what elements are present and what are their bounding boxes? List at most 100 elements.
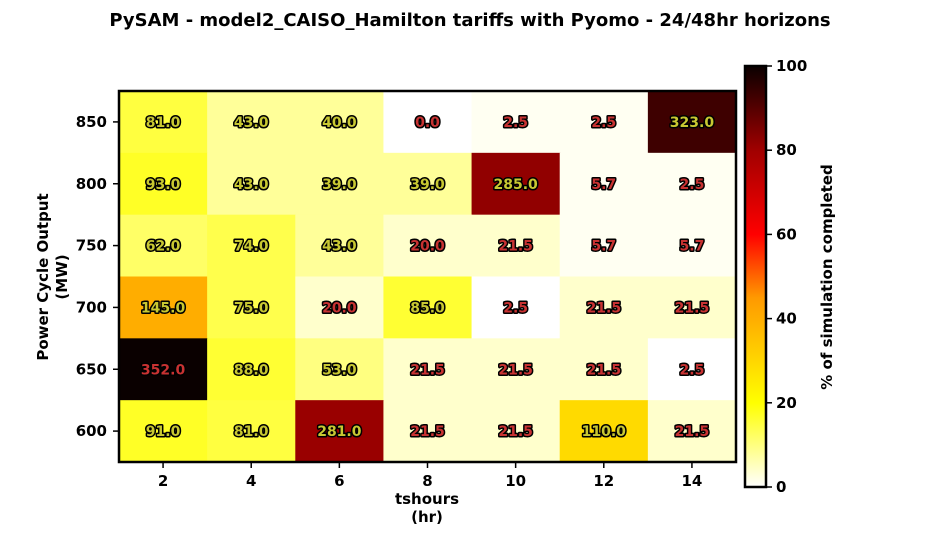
heatmap-cell-label: 39.0 <box>322 177 357 193</box>
heatmap-cell-label: 2.5 <box>591 115 616 131</box>
heatmap-cell <box>647 276 737 339</box>
heatmap-cell-label: 2.5 <box>680 177 705 193</box>
heatmap-cell <box>647 400 737 463</box>
heatmap-cell <box>207 152 296 216</box>
heatmap-cell-label: 2.5 <box>503 115 528 131</box>
heatmap-cell-label: 2.5 <box>680 362 705 378</box>
heatmap-cell-label: 62.0 <box>146 239 181 255</box>
heatmap-cell <box>383 338 473 401</box>
colorbar-tick-label: 20 <box>776 394 797 412</box>
heatmap-cell-label: 285.0 <box>493 177 538 193</box>
heatmap-cell-label: 85.0 <box>410 300 445 316</box>
colorbar-label: % of simulation completed <box>818 164 836 389</box>
heatmap-cell-label: 2.5 <box>503 300 528 316</box>
heatmap-cell-label: 352.0 <box>141 362 186 378</box>
heatmap-cell <box>383 91 473 154</box>
heatmap-cell <box>295 338 385 401</box>
colorbar-tick-label: 40 <box>776 310 797 328</box>
heatmap-cell-label: 53.0 <box>322 362 357 378</box>
heatmap-cell <box>471 400 561 463</box>
y-tick-label: 750 <box>76 237 107 255</box>
y-tick-label: 800 <box>76 175 107 193</box>
colorbar-ticks: 0 20 40 60 80 100 <box>766 57 807 496</box>
heatmap-cell-label: 21.5 <box>410 424 445 440</box>
heatmap-cell <box>647 338 737 401</box>
y-tick-label: 850 <box>76 113 107 131</box>
heatmap-cell <box>207 276 296 339</box>
heatmap-cell <box>119 91 208 154</box>
heatmap-cell <box>559 276 649 339</box>
heatmap-cell-label: 21.5 <box>587 362 622 378</box>
heatmap-cell <box>383 214 473 278</box>
heatmap-cell <box>383 400 473 463</box>
heatmap-cell-label: 93.0 <box>146 177 181 193</box>
colorbar-tick-label: 60 <box>776 225 797 243</box>
heatmap-cell <box>383 276 473 339</box>
heatmap-cell <box>207 214 296 278</box>
heatmap-cell-label: 281.0 <box>317 424 362 440</box>
heatmap-cell-label: 21.5 <box>498 424 533 440</box>
y-tick-label: 600 <box>76 422 107 440</box>
heatmap-cell-label: 81.0 <box>146 115 181 131</box>
x-tick-label: 6 <box>334 472 344 490</box>
colorbar-tick-label: 0 <box>776 478 786 496</box>
heatmap-cell-label: 88.0 <box>234 362 269 378</box>
heatmap-cell-label: 43.0 <box>322 239 357 255</box>
heatmap-cell-label: 39.0 <box>410 177 445 193</box>
y-axis-ticks: 850 800 750 700 650 600 <box>76 113 119 440</box>
x-tick-label: 10 <box>505 472 526 490</box>
chart-title: PySAM - model2_CAISO_Hamilton tariffs wi… <box>109 10 830 31</box>
heatmap-cell <box>471 276 561 339</box>
heatmap-cell-label: 81.0 <box>234 424 269 440</box>
heatmap-cell <box>119 338 208 401</box>
heatmap-cell <box>559 338 649 401</box>
heatmap-cell <box>119 214 208 278</box>
heatmap-cell <box>383 152 473 216</box>
heatmap-cell <box>207 400 296 463</box>
colorbar <box>743 64 768 489</box>
y-tick-label: 700 <box>76 298 107 316</box>
heatmap-cell <box>559 400 649 463</box>
heatmap-cell-label: 91.0 <box>146 424 181 440</box>
heatmap-cell <box>647 152 737 216</box>
colorbar-tick-label: 100 <box>776 57 807 75</box>
y-axis-label: Power Cycle Output <box>34 193 52 360</box>
x-axis-ticks: 2 4 6 8 10 12 14 <box>158 462 702 490</box>
heatmap-cell <box>471 214 561 278</box>
heatmap-cell-label: 43.0 <box>234 115 269 131</box>
heatmap-cell <box>119 276 208 339</box>
heatmap-cell-label: 5.7 <box>680 239 705 255</box>
x-tick-label: 2 <box>158 472 168 490</box>
y-tick-label: 650 <box>76 360 107 378</box>
heatmap-cell <box>559 91 649 154</box>
heatmap-cell <box>119 152 208 216</box>
heatmap-cell-label: 21.5 <box>498 362 533 378</box>
heatmap-cell <box>119 400 208 463</box>
heatmap-cell-label: 21.5 <box>675 424 710 440</box>
heatmap-cell-labels: 81.0 43.0 40.0 0.0 2.5 2.5 323.0 93.0 43.0 39.0 39… <box>139 113 715 441</box>
heatmap-cell-label: 40.0 <box>322 115 357 131</box>
heatmap-cell <box>295 91 385 154</box>
heatmap-cell <box>471 91 561 154</box>
y-axis-unit: (MW) <box>53 254 71 299</box>
heatmap-cell-label: 21.5 <box>498 239 533 255</box>
heatmap-cell-label: 20.0 <box>322 300 357 316</box>
heatmap-cell-label: 20.0 <box>410 239 445 255</box>
heatmap-cell-label: 43.0 <box>234 177 269 193</box>
heatmap-cell-label: 5.7 <box>591 177 616 193</box>
heatmap-cell <box>647 91 737 154</box>
x-tick-label: 4 <box>246 472 256 490</box>
heatmap-cell-label: 5.7 <box>591 239 616 255</box>
x-axis-unit: (hr) <box>411 508 443 526</box>
heatmap-cell <box>207 91 296 154</box>
x-axis-label: tshours <box>395 490 459 508</box>
heatmap-cell-label: 0.0 <box>415 115 440 131</box>
heatmap-cell <box>295 152 385 216</box>
x-tick-label: 12 <box>593 472 614 490</box>
heatmap-cells <box>119 91 737 463</box>
heatmap-cell <box>559 214 649 278</box>
heatmap-cell-label: 110.0 <box>582 424 627 440</box>
heatmap-cell-label: 21.5 <box>410 362 445 378</box>
